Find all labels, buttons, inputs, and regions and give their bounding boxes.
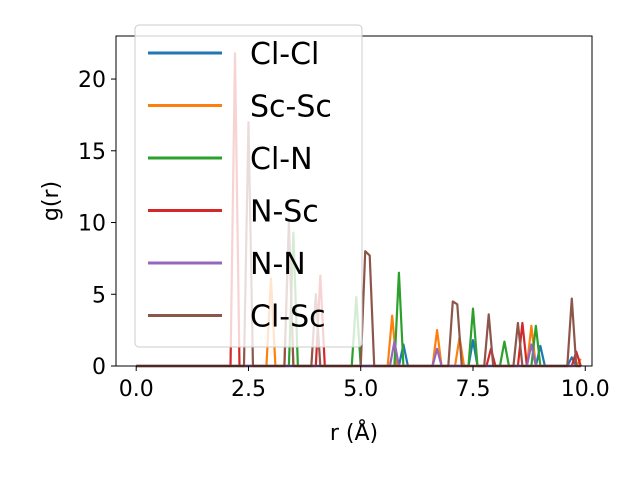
legend-label: N-Sc: [250, 195, 319, 230]
y-tick-label: 20: [78, 68, 106, 93]
x-tick-label: 0.0: [119, 377, 154, 402]
x-axis-label: r (Å): [330, 419, 378, 446]
series-line-n-n: [136, 340, 581, 368]
x-tick-label: 10.0: [561, 377, 610, 402]
y-tick-label: 15: [78, 140, 106, 165]
legend: Cl-Cl Sc-Sc Cl-N N-Sc N-N Cl-Sc: [134, 24, 363, 348]
y-axis-label: g(r): [39, 181, 64, 221]
x-tick-label: 5.0: [343, 377, 378, 402]
legend-label: N-N: [250, 247, 306, 282]
x-axis-ticks: 0.0 2.5 5.0 7.5 10.0: [119, 366, 610, 402]
y-tick-label: 10: [78, 212, 106, 237]
y-tick-label: 5: [92, 283, 106, 308]
y-tick-label: 0: [92, 355, 106, 380]
legend-label: Sc-Sc: [250, 90, 332, 125]
y-axis-ticks: 0 5 10 15 20: [78, 68, 116, 380]
legend-box: [134, 24, 363, 348]
x-tick-label: 7.5: [456, 377, 491, 402]
legend-label: Cl-Sc: [250, 300, 326, 335]
legend-label: Cl-N: [250, 142, 313, 177]
legend-label: Cl-Cl: [250, 37, 319, 72]
x-tick-label: 2.5: [231, 377, 266, 402]
